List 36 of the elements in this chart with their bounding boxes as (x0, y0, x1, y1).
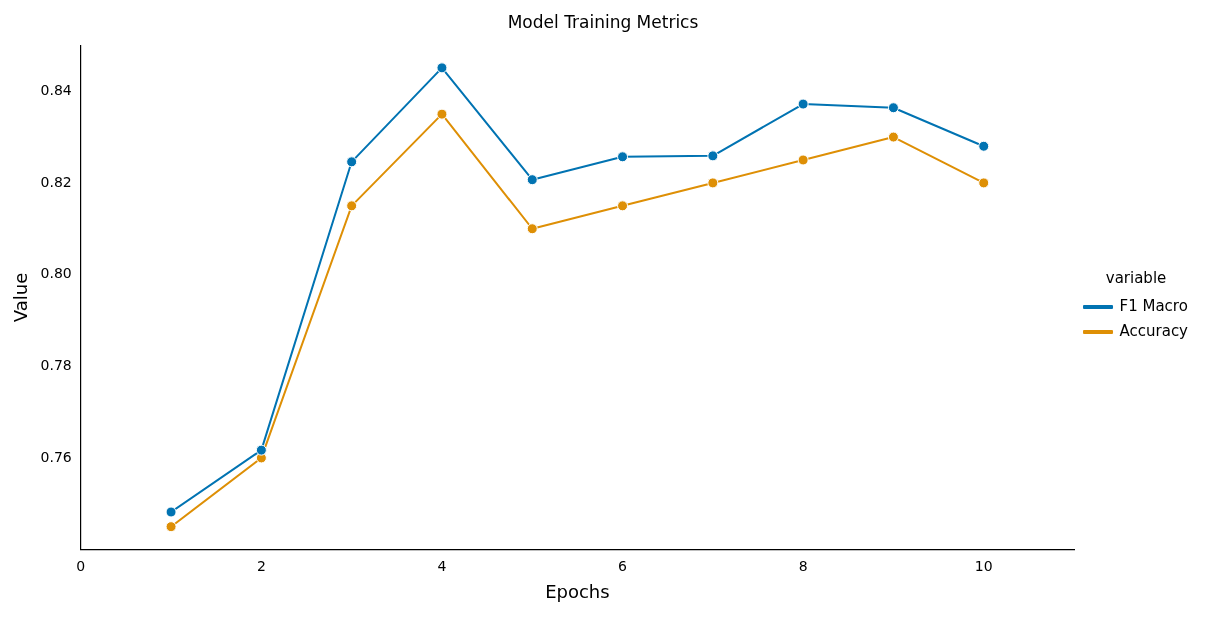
y-tick-label: 0.76 (40, 448, 72, 465)
point (797, 98, 809, 110)
x-tick-label: 6 (618, 557, 628, 574)
x-tick-label: 8 (798, 557, 808, 574)
point (436, 108, 448, 120)
point (165, 506, 177, 518)
point (526, 174, 538, 186)
y-tick-label: 0.82 (40, 173, 72, 190)
point (978, 140, 990, 152)
point (978, 177, 990, 189)
point (165, 521, 177, 533)
point (436, 62, 448, 74)
x-tick-label: 10 (974, 557, 993, 574)
chart-title: Model Training Metrics (507, 11, 699, 32)
point (617, 200, 629, 212)
point (526, 223, 538, 235)
x-tick-label: 2 (256, 557, 266, 574)
point (887, 131, 899, 143)
x-tick-label: 0 (76, 557, 86, 574)
legend-label: F1 Macro (1119, 296, 1188, 315)
point (255, 444, 267, 456)
x-tick-label: 4 (437, 557, 447, 574)
point (707, 150, 719, 162)
legend-title: variable (1105, 268, 1167, 287)
y-tick-label: 0.80 (40, 265, 72, 282)
point (887, 102, 899, 114)
point (617, 151, 629, 163)
point (797, 154, 809, 166)
point (346, 156, 358, 168)
y-tick-label: 0.78 (40, 356, 72, 373)
x-axis-title: Epochs (545, 580, 610, 602)
y-tick-label: 0.84 (40, 81, 72, 98)
point (707, 177, 719, 189)
legend-label: Accuracy (1119, 321, 1189, 340)
y-axis-title: Value (10, 272, 32, 323)
point (346, 200, 358, 212)
